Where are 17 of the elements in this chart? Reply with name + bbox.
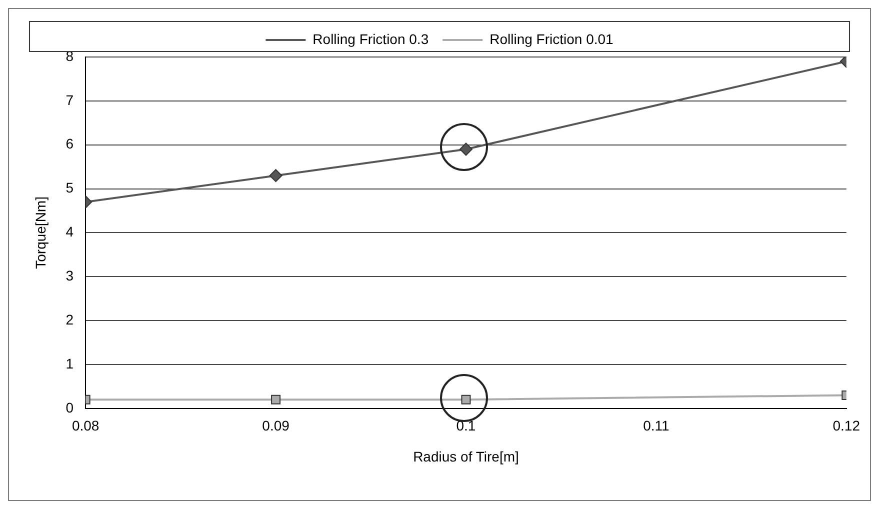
x-tick-label: 0.12 (832, 418, 860, 434)
x-tick-label: 0.11 (643, 418, 670, 434)
y-tick-label: 3 (66, 267, 74, 284)
legend-label: Rolling Friction 0.01 (490, 30, 614, 47)
y-tick-label: 4 (66, 224, 74, 240)
x-tick-label: 0.08 (72, 418, 100, 434)
x-tick-label: 0.1 (456, 418, 476, 434)
y-tick-label: 6 (66, 136, 74, 152)
y-tick-label: 5 (66, 180, 74, 196)
x-axis-title: Radius of Tire[m] (413, 448, 519, 464)
y-axis-title: Torque[Nm] (32, 196, 48, 269)
legend-label: Rolling Friction 0.3 (312, 30, 429, 47)
y-tick-label: 1 (66, 355, 74, 372)
y-tick-label: 0 (66, 399, 74, 416)
y-tick-label: 2 (66, 311, 74, 328)
x-tick-label: 0.09 (262, 418, 290, 434)
y-tick-label: 7 (66, 92, 74, 108)
